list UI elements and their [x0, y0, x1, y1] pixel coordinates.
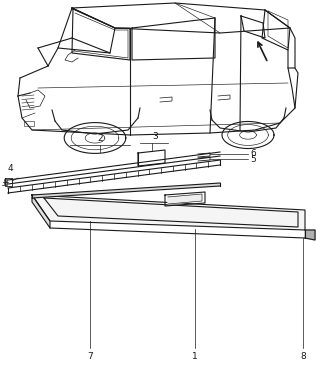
Polygon shape [32, 195, 305, 230]
Polygon shape [305, 230, 315, 240]
Text: 8: 8 [300, 352, 306, 361]
Bar [4, 181, 7, 183]
Bar [4, 178, 7, 181]
Text: 1: 1 [192, 352, 198, 361]
Text: 6: 6 [250, 150, 256, 158]
Bar [24, 121, 34, 126]
Text: 3: 3 [152, 132, 158, 141]
Text: 5: 5 [250, 155, 256, 164]
Polygon shape [168, 194, 202, 204]
Text: 2: 2 [97, 134, 103, 143]
Text: 7: 7 [87, 352, 93, 361]
Polygon shape [32, 195, 50, 228]
Polygon shape [32, 183, 220, 198]
Text: 4: 4 [7, 164, 13, 173]
